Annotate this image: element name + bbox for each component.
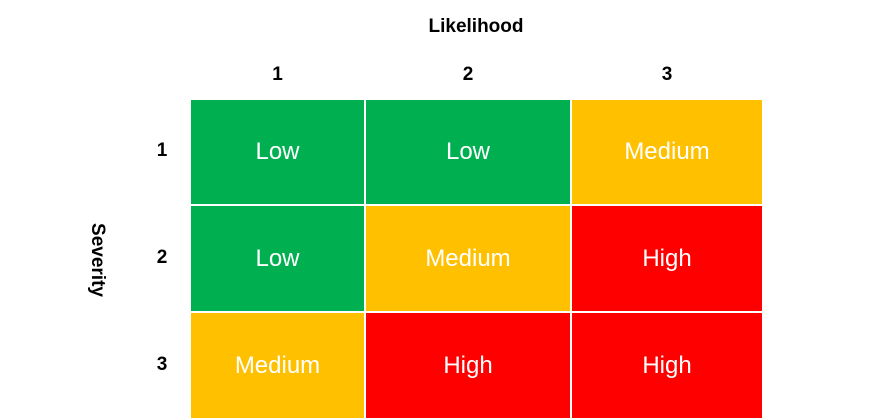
risk-cell: Medium [571, 99, 763, 205]
row-header: 2 [156, 246, 168, 268]
risk-cell: Low [365, 99, 571, 205]
risk-cell: High [571, 312, 763, 419]
risk-cell: High [365, 312, 571, 419]
risk-cell: Medium [365, 205, 571, 312]
row-header: 1 [156, 140, 168, 161]
column-title: Likelihood [428, 16, 524, 37]
column-header: 3 [661, 64, 673, 85]
risk-cell: Medium [190, 312, 365, 419]
column-header: 2 [462, 64, 474, 85]
risk-cell: Low [190, 205, 365, 312]
risk-cell: High [571, 205, 763, 312]
row-header: 3 [156, 353, 168, 375]
row-title: Severity [87, 223, 108, 297]
column-header: 1 [272, 64, 283, 85]
risk-cell: Low [190, 99, 365, 205]
